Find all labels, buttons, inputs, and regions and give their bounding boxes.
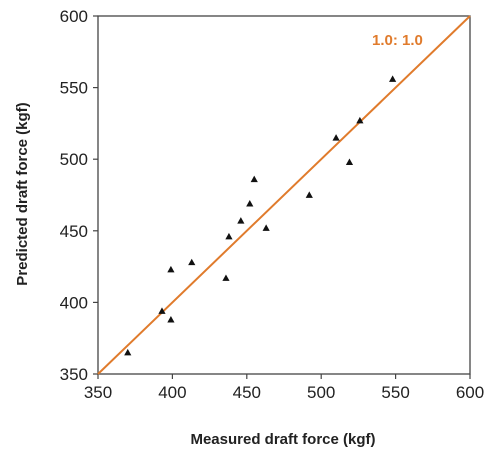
y-axis-title: Predicted draft force (kgf) [14,102,31,285]
data-point [225,232,233,240]
data-point [222,274,230,281]
data-point [305,191,313,198]
data-point [167,315,175,323]
y-tick-label: 350 [60,365,88,384]
y-tick-label: 550 [60,79,88,98]
data-point [158,307,166,314]
data-point [332,134,340,141]
data-point [188,258,196,266]
data-point [389,75,397,82]
reference-line-label: 1.0: 1.0 [372,32,423,49]
x-tick-label: 400 [158,383,186,402]
data-point [262,224,270,231]
x-tick-label: 350 [84,383,112,402]
axis-ticks: 350 400 450 500 550 600 350 400 450 500 550 600 [60,7,485,402]
data-point [345,158,354,165]
y-tick-label: 400 [60,293,88,312]
x-tick-label: 500 [307,383,335,402]
reference-line-group [97,15,471,375]
y-tick-label: 500 [60,150,88,169]
y-tick-label: 450 [60,222,88,241]
plot-border [97,15,471,375]
plot-frame [97,15,471,375]
data-points [124,75,397,356]
y-tick-label: 600 [60,7,88,26]
data-point [237,217,245,224]
data-point [250,175,258,183]
x-tick-label: 600 [456,383,484,402]
data-point [167,265,175,273]
data-point [356,116,364,124]
x-axis-title: Measured draft force (kgf) [190,431,375,448]
x-tick-label: 550 [381,383,409,402]
x-tick-label: 450 [233,383,261,402]
data-point [124,348,132,356]
data-point [246,199,254,207]
reference-line [97,15,471,375]
